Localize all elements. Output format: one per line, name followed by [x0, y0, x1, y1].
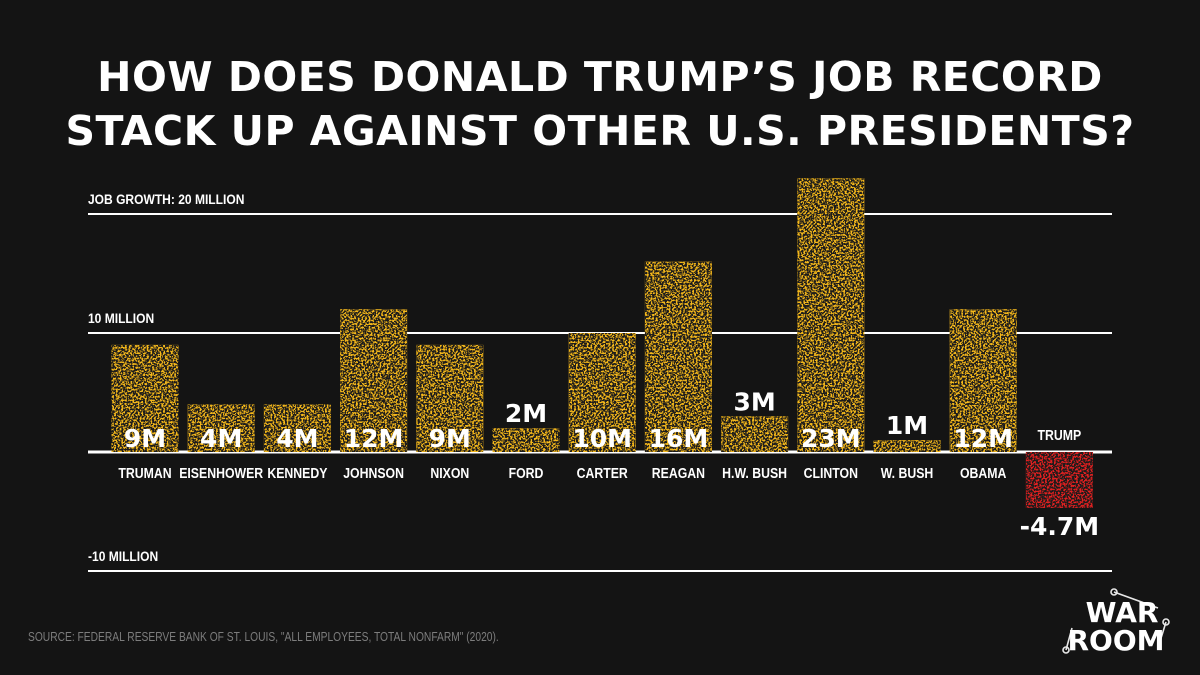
- data-label: -4.7M: [1020, 512, 1100, 541]
- logo-line-1: WAR: [1086, 596, 1159, 629]
- data-label: 10M: [572, 424, 632, 453]
- category-label: EISENHOWER: [179, 465, 263, 481]
- category-label: KENNEDY: [267, 465, 327, 481]
- chart-title-line-1: HOW DOES DONALD TRUMP’S JOB RECORD: [97, 53, 1103, 101]
- category-label: FORD: [509, 465, 544, 481]
- data-label: 2M: [505, 399, 547, 428]
- data-label: 16M: [649, 424, 709, 453]
- data-label: 4M: [200, 424, 242, 453]
- data-label: 12M: [953, 424, 1013, 453]
- chart-title-line-2: STACK UP AGAINST OTHER U.S. PRESIDENTS?: [65, 107, 1135, 155]
- bar: [111, 344, 179, 452]
- bar: [263, 404, 331, 452]
- bar: [1025, 452, 1093, 508]
- data-label: 23M: [801, 424, 861, 453]
- category-label: NIXON: [430, 465, 469, 481]
- source-note: SOURCE: FEDERAL RESERVE BANK OF ST. LOUI…: [28, 630, 499, 644]
- data-label: 4M: [276, 424, 318, 453]
- gridline-label: -10 MILLION: [88, 548, 158, 564]
- bar: [721, 416, 789, 452]
- chart-title: HOW DOES DONALD TRUMP’S JOB RECORD STACK…: [0, 50, 1200, 158]
- data-label: 3M: [733, 387, 775, 416]
- gridline-label: JOB GROWTH: 20 MILLION: [88, 191, 244, 207]
- category-label: REAGAN: [652, 465, 705, 481]
- bar: [416, 344, 484, 452]
- bar: [873, 440, 941, 452]
- bar: [187, 404, 255, 452]
- bar: [568, 333, 636, 452]
- category-label: TRUMP: [1038, 427, 1082, 443]
- category-label: OBAMA: [960, 465, 1007, 481]
- bar: [644, 261, 712, 452]
- bar: [492, 428, 560, 452]
- bar: [340, 309, 408, 452]
- data-label: 9M: [124, 424, 166, 453]
- category-label: H.W. BUSH: [722, 465, 787, 481]
- data-label: 1M: [886, 411, 928, 440]
- bar: [949, 309, 1017, 452]
- data-label: 12M: [344, 424, 404, 453]
- category-label: TRUMAN: [118, 465, 171, 481]
- category-label: CLINTON: [804, 465, 858, 481]
- data-label: 9M: [429, 424, 471, 453]
- war-room-logo: WAR ROOM: [1058, 588, 1176, 660]
- category-label: JOHNSON: [343, 465, 404, 481]
- category-label: W. BUSH: [881, 465, 934, 481]
- gridline-label: 10 MILLION: [88, 310, 154, 326]
- category-label: CARTER: [577, 465, 628, 481]
- bar: [797, 178, 865, 453]
- logo-line-2: ROOM: [1067, 624, 1164, 657]
